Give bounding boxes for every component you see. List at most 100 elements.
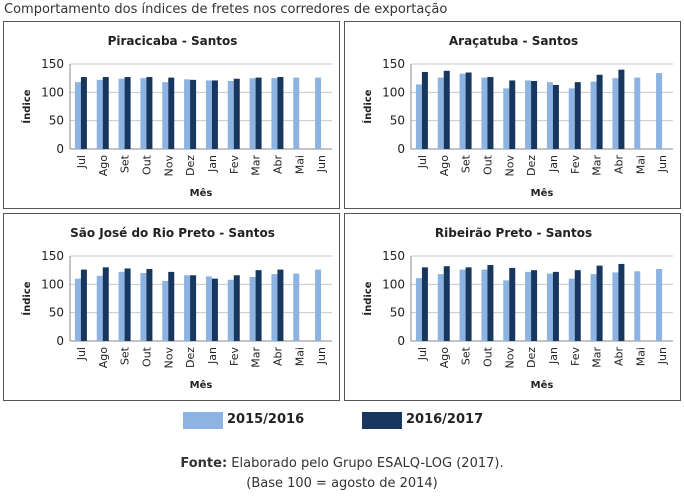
bar bbox=[656, 269, 663, 341]
x-tick-label: Jul bbox=[75, 347, 88, 361]
bar bbox=[618, 263, 625, 341]
bar bbox=[96, 275, 103, 341]
chart-svg: Piracicaba - Santos 0 50 100 150 Índice Jul Ago… bbox=[20, 34, 332, 199]
bar bbox=[102, 77, 109, 149]
bar bbox=[503, 280, 510, 341]
chart-grid: Piracicaba - Santos 0 50 100 150 Índice Jul Ago… bbox=[3, 21, 681, 401]
legend: 2015/2016 2016/2017 bbox=[0, 409, 684, 433]
bar bbox=[590, 81, 597, 149]
bar bbox=[124, 268, 131, 341]
bar bbox=[525, 271, 532, 341]
x-tick-label: Fev bbox=[228, 155, 241, 174]
figure-title: Comportamento dos índices de fretes nos … bbox=[4, 2, 448, 17]
bar bbox=[552, 84, 559, 149]
x-tick-label: Ago bbox=[438, 347, 451, 369]
bar bbox=[481, 269, 488, 341]
x-tick-label: Abr bbox=[612, 155, 625, 175]
y-tick-label: 150 bbox=[382, 57, 405, 71]
chart-svg: São José do Rio Preto - Santos 0 50 100 150 Í… bbox=[20, 226, 332, 391]
x-axis-label: Mês bbox=[531, 187, 554, 199]
x-tick-label: Mai bbox=[634, 155, 647, 174]
legend-swatch bbox=[362, 412, 402, 429]
x-tick-label: Dez bbox=[525, 155, 538, 176]
bar bbox=[74, 82, 81, 149]
legend-label: 2015/2016 bbox=[227, 412, 305, 427]
bar bbox=[315, 77, 322, 149]
y-tick-label: 150 bbox=[41, 57, 64, 71]
bar bbox=[80, 77, 87, 149]
bar bbox=[421, 71, 428, 149]
x-tick-label: Jul bbox=[416, 347, 429, 361]
y-tick-label: 50 bbox=[390, 306, 405, 320]
x-tick-label: Nov bbox=[162, 347, 175, 369]
y-tick-label: 50 bbox=[390, 114, 405, 128]
bar bbox=[546, 273, 553, 341]
x-tick-label: Mar bbox=[250, 155, 263, 176]
bar bbox=[568, 88, 575, 149]
x-tick-label: Jun bbox=[656, 347, 669, 365]
x-tick-label: Dez bbox=[184, 155, 197, 176]
y-axis-label: Índice bbox=[361, 89, 374, 123]
x-tick-label: Nov bbox=[503, 347, 516, 369]
bar bbox=[118, 271, 125, 341]
bar bbox=[568, 278, 575, 341]
x-tick-label: Jan bbox=[206, 347, 219, 365]
bar bbox=[552, 271, 559, 341]
bar bbox=[271, 274, 278, 341]
bar bbox=[233, 275, 240, 341]
chart-title: São José do Rio Preto - Santos bbox=[70, 226, 275, 240]
x-tick-label: Out bbox=[481, 346, 494, 367]
base-note: (Base 100 = agosto de 2014) bbox=[246, 476, 438, 491]
bar bbox=[443, 266, 450, 341]
x-tick-label: Dez bbox=[525, 347, 538, 368]
bar bbox=[249, 276, 256, 341]
bar bbox=[211, 80, 218, 149]
x-tick-label: Mai bbox=[634, 347, 647, 366]
bar bbox=[612, 272, 619, 341]
x-tick-label: Set bbox=[460, 346, 473, 365]
bar bbox=[190, 79, 197, 149]
y-tick-label: 0 bbox=[56, 334, 64, 348]
x-tick-label: Fev bbox=[569, 347, 582, 366]
bar bbox=[509, 267, 516, 341]
x-axis-label: Mês bbox=[531, 379, 554, 391]
bar bbox=[146, 269, 153, 341]
source-label: Fonte: bbox=[180, 456, 228, 471]
x-tick-label: Out bbox=[481, 154, 494, 175]
bar bbox=[205, 80, 212, 149]
bar bbox=[74, 278, 81, 341]
bar bbox=[227, 81, 234, 149]
legend-swatch bbox=[183, 412, 223, 429]
bar bbox=[255, 270, 262, 341]
x-tick-label: Out bbox=[140, 346, 153, 367]
x-tick-label: Mar bbox=[591, 347, 604, 368]
x-tick-label: Jul bbox=[416, 155, 429, 169]
y-tick-label: 0 bbox=[397, 334, 405, 348]
bar bbox=[255, 77, 262, 149]
y-tick-label: 150 bbox=[382, 249, 405, 263]
x-tick-label: Mar bbox=[591, 155, 604, 176]
bar bbox=[249, 78, 256, 149]
x-tick-label: Jun bbox=[315, 155, 328, 173]
x-tick-label: Nov bbox=[503, 155, 516, 177]
x-tick-label: Abr bbox=[271, 347, 284, 367]
bar bbox=[140, 78, 147, 149]
bar bbox=[140, 273, 147, 341]
x-tick-label: Fev bbox=[228, 347, 241, 366]
bar bbox=[656, 73, 663, 149]
y-axis-label: Índice bbox=[361, 281, 374, 315]
chart-panel-piracicaba: Piracicaba - Santos 0 50 100 150 Índice Jul Ago… bbox=[3, 21, 340, 209]
bar bbox=[459, 269, 466, 341]
bar bbox=[315, 269, 322, 341]
bar bbox=[618, 69, 625, 149]
x-tick-label: Abr bbox=[612, 347, 625, 367]
bar bbox=[574, 82, 581, 149]
x-tick-label: Fev bbox=[569, 155, 582, 174]
x-tick-label: Jan bbox=[206, 155, 219, 173]
x-axis-label: Mês bbox=[190, 187, 213, 199]
bar bbox=[190, 275, 197, 341]
chart-panel-ribeirao: Ribeirão Preto - Santos 0 50 100 150 Índice Ju… bbox=[344, 213, 681, 401]
bar bbox=[211, 278, 218, 341]
bar bbox=[162, 280, 169, 341]
bar bbox=[531, 81, 538, 149]
